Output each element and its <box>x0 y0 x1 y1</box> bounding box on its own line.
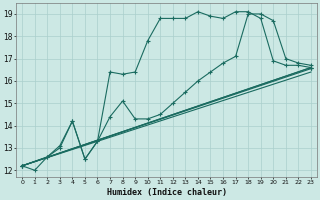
X-axis label: Humidex (Indice chaleur): Humidex (Indice chaleur) <box>107 188 227 197</box>
